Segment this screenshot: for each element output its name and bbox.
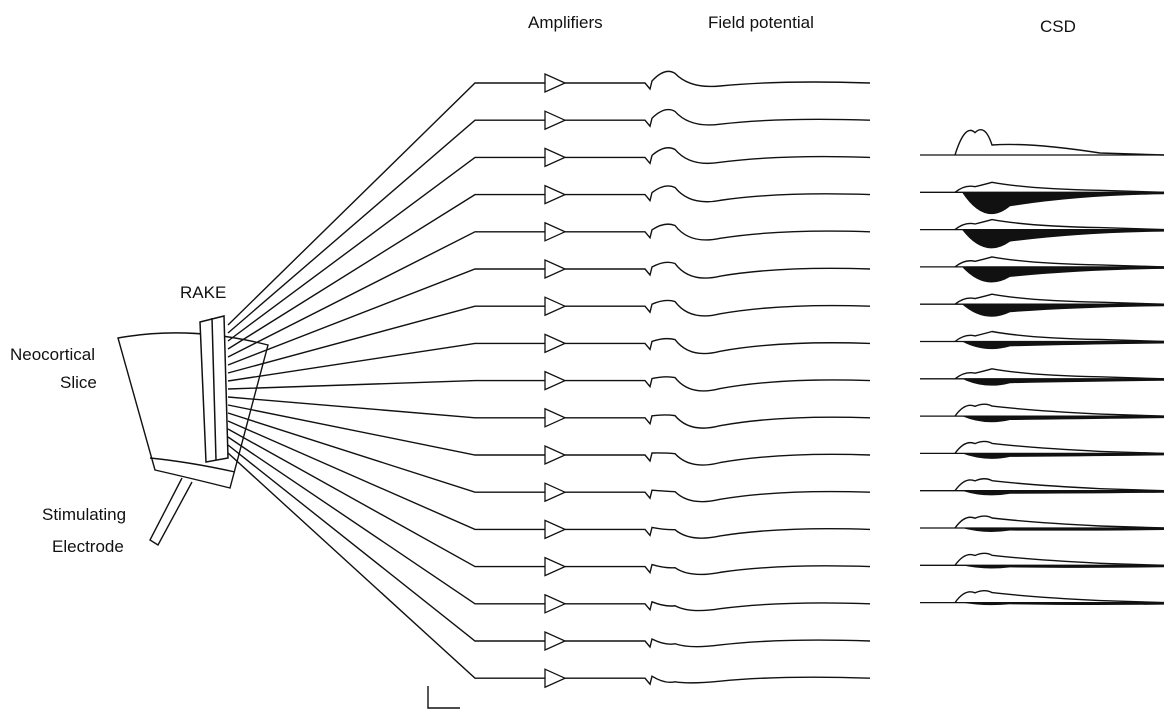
- field-trace: [565, 415, 870, 428]
- csd-source: [955, 591, 1164, 603]
- rake-label: RAKE: [180, 283, 226, 302]
- field-trace: [565, 377, 870, 391]
- csd-sink: [962, 603, 1164, 606]
- csd-traces: [920, 130, 1164, 605]
- csd-sink: [962, 342, 1164, 350]
- field-trace: [565, 339, 870, 354]
- field-trace: [565, 224, 870, 240]
- electrode-label: Stimulating: [42, 505, 126, 524]
- amplifier: [545, 669, 565, 687]
- figure: Amplifiers Field potential CSD RAKE Neoc…: [0, 0, 1164, 713]
- wire: [228, 306, 545, 373]
- csd-sink: [962, 304, 1164, 317]
- amplifier: [545, 334, 565, 352]
- field-trace: [565, 490, 870, 501]
- field-trace: [565, 110, 870, 127]
- csd-source: [955, 479, 1164, 491]
- field-trace: [565, 639, 870, 647]
- amplifier: [545, 632, 565, 650]
- wire: [228, 429, 545, 567]
- field-trace: [565, 602, 870, 611]
- amplifier: [545, 372, 565, 390]
- field-trace: [565, 676, 870, 684]
- wire: [228, 445, 545, 641]
- slice-label: Neocortical: [10, 345, 95, 364]
- amplifier: [545, 558, 565, 576]
- csd-sink: [962, 453, 1164, 458]
- electrode-label: Electrode: [52, 537, 124, 556]
- amplifier: [545, 297, 565, 315]
- field-potential-label: Field potential: [708, 13, 814, 32]
- amplifier: [545, 446, 565, 464]
- field-trace: [565, 565, 870, 575]
- csd-source: [955, 130, 1164, 155]
- csd-sink: [962, 528, 1164, 532]
- csd-source: [955, 369, 1164, 379]
- csd-source: [955, 294, 1164, 304]
- field-trace: [565, 71, 870, 89]
- amplifier: [545, 409, 565, 427]
- csd-source: [955, 516, 1164, 528]
- csd-source: [955, 404, 1164, 416]
- amplifier: [545, 74, 565, 92]
- wire: [228, 120, 545, 333]
- csd-source: [955, 220, 1164, 230]
- wire: [228, 453, 545, 678]
- csd-sink: [962, 267, 1164, 283]
- wire: [228, 83, 545, 325]
- slice-label: Slice: [60, 373, 97, 392]
- wire: [228, 195, 545, 349]
- csd-sink: [962, 491, 1164, 496]
- rake: [200, 316, 228, 462]
- field-trace: [565, 262, 870, 278]
- wires: [228, 71, 870, 687]
- amplifier: [545, 223, 565, 241]
- wire: [228, 381, 545, 389]
- csd-sink: [962, 379, 1164, 386]
- csd-source: [955, 441, 1164, 453]
- amplifiers-label: Amplifiers: [528, 13, 603, 32]
- csd-label: CSD: [1040, 17, 1076, 36]
- csd-source: [955, 257, 1164, 267]
- amplifier: [545, 260, 565, 278]
- csd-source: [955, 553, 1164, 565]
- csd-sink: [962, 230, 1164, 249]
- wire: [228, 343, 545, 381]
- field-trace: [565, 300, 870, 315]
- csd-sink: [962, 565, 1164, 568]
- amplifier: [545, 148, 565, 166]
- amplifier: [545, 520, 565, 538]
- field-trace: [565, 186, 870, 202]
- field-trace: [565, 453, 870, 465]
- amplifier: [545, 186, 565, 204]
- amplifier: [545, 483, 565, 501]
- csd-source: [955, 332, 1164, 342]
- wire: [228, 437, 545, 604]
- csd-source: [955, 182, 1164, 192]
- scale-bar: [428, 686, 460, 708]
- csd-sink: [962, 416, 1164, 422]
- wire: [228, 405, 545, 455]
- field-trace: [565, 148, 870, 164]
- csd-sink: [962, 192, 1164, 214]
- amplifier: [545, 111, 565, 129]
- wire: [228, 413, 545, 492]
- wire: [228, 269, 545, 365]
- field-trace: [565, 527, 870, 538]
- amplifier: [545, 595, 565, 613]
